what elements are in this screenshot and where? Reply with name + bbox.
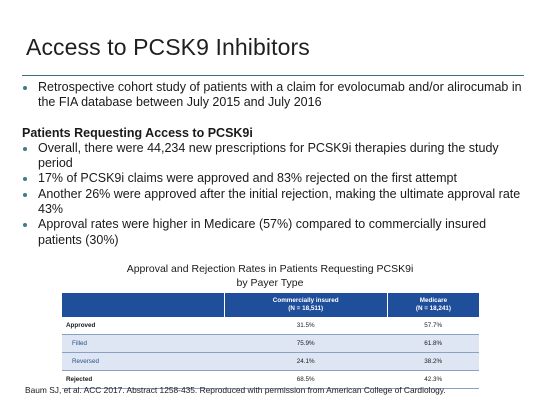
- header-medicare-name: Medicare: [419, 297, 448, 304]
- table-row: Filled 75.9% 61.8%: [62, 334, 479, 353]
- cell-medicare: 38.2%: [387, 352, 479, 371]
- approval-rates-table: Commercially insured (N = 18,511) Medica…: [62, 293, 479, 389]
- intro-bullet-text: Retrospective cohort study of patients w…: [38, 80, 522, 110]
- header-medicare-n: (N = 18,241): [415, 305, 452, 312]
- citation-footer: Baum SJ, et al. ACC 2017. Abstract 1258-…: [25, 385, 446, 395]
- cell-commercial: 24.1%: [224, 352, 388, 371]
- section-subheading: Patients Requesting Access to PCSK9i: [22, 125, 253, 140]
- header-medicare: Medicare (N = 18,241): [386, 293, 479, 317]
- finding-text: Approval rates were higher in Medicare (…: [38, 217, 487, 247]
- table-row: Reversed 24.1% 38.2%: [62, 352, 479, 371]
- header-blank: [62, 293, 224, 317]
- row-label: Filled: [62, 334, 224, 353]
- cell-commercial: 75.9%: [224, 334, 388, 353]
- cell-commercial: 68.5%: [224, 370, 388, 389]
- bullet-dot-icon: [23, 86, 27, 90]
- header-commercial: Commercially insured (N = 18,511): [223, 293, 388, 317]
- table-row: Rejected 68.5% 42.3%: [62, 370, 479, 389]
- cell-medicare: 42.3%: [387, 370, 479, 389]
- slide-content: Retrospective cohort study of patients w…: [22, 80, 526, 248]
- header-commercial-name: Commercially insured: [272, 297, 339, 304]
- bullet-dot-icon: [23, 177, 27, 182]
- intro-bullet: Retrospective cohort study of patients w…: [22, 80, 526, 111]
- title-divider: [22, 75, 524, 76]
- finding-bullet: Approval rates were higher in Medicare (…: [22, 217, 526, 248]
- slide-title: Access to PCSK9 Inhibitors: [26, 34, 310, 60]
- cell-medicare: 57.7%: [387, 317, 479, 335]
- intro-list: Retrospective cohort study of patients w…: [22, 80, 526, 111]
- findings-list: Overall, there were 44,234 new prescript…: [22, 141, 526, 248]
- cell-commercial: 31.5%: [224, 317, 388, 335]
- finding-text: Overall, there were 44,234 new prescript…: [38, 140, 499, 171]
- finding-text: Another 26% were approved after the init…: [38, 186, 521, 217]
- table-header-row: Commercially insured (N = 18,511) Medica…: [62, 293, 479, 317]
- table-caption-line1: Approval and Rejection Rates in Patients…: [126, 263, 414, 275]
- table-row: Approved 31.5% 57.7%: [62, 317, 479, 335]
- table-caption: Approval and Rejection Rates in Patients…: [0, 262, 540, 290]
- row-label: Reversed: [62, 352, 224, 371]
- bullet-dot-icon: [23, 223, 27, 228]
- row-label: Approved: [62, 317, 224, 335]
- table-caption-line2: by Payer Type: [236, 277, 304, 289]
- header-commercial-n: (N = 18,511): [288, 305, 324, 312]
- cell-medicare: 61.8%: [387, 334, 479, 353]
- bullet-dot-icon: [23, 146, 27, 151]
- finding-text: 17% of PCSK9i claims were approved and 8…: [38, 171, 457, 186]
- finding-bullet: Another 26% were approved after the init…: [22, 187, 526, 218]
- finding-bullet: 17% of PCSK9i claims were approved and 8…: [22, 171, 526, 186]
- bullet-dot-icon: [23, 192, 27, 197]
- finding-bullet: Overall, there were 44,234 new prescript…: [22, 141, 526, 172]
- row-label: Rejected: [62, 370, 224, 389]
